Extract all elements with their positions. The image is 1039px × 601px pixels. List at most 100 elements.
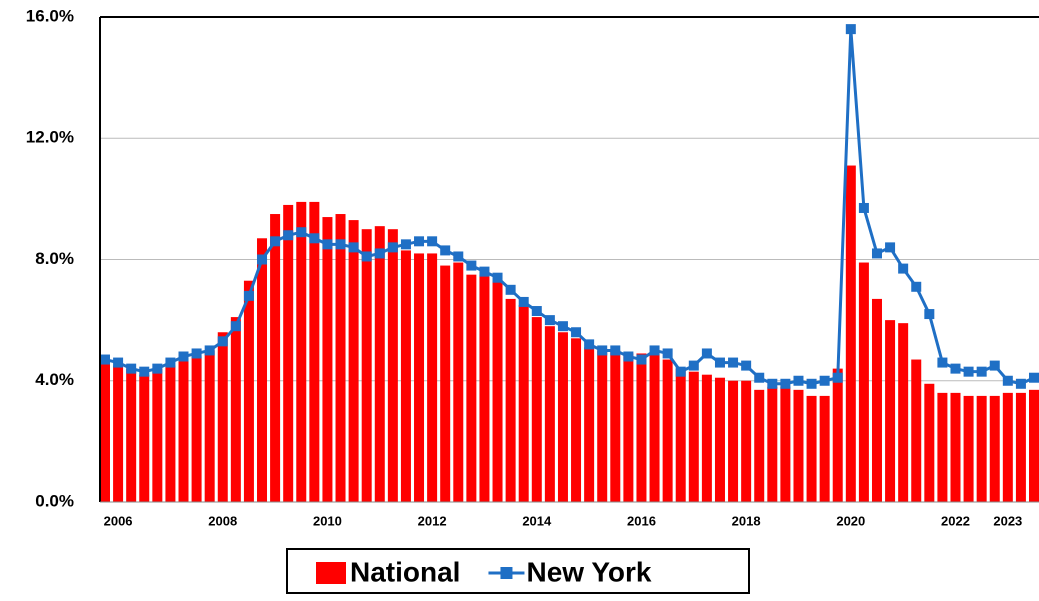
marker xyxy=(741,360,752,371)
marker xyxy=(688,360,699,371)
marker xyxy=(871,248,882,259)
bar xyxy=(963,395,974,502)
bar xyxy=(845,165,856,502)
marker xyxy=(767,378,778,389)
x-tick-label: 2006 xyxy=(104,513,133,528)
bar xyxy=(492,280,503,502)
bar xyxy=(348,220,359,502)
bar xyxy=(937,392,948,502)
marker xyxy=(1029,372,1039,383)
x-tick-label: 2020 xyxy=(836,513,865,528)
bar xyxy=(309,201,320,502)
bar xyxy=(518,304,529,502)
bar xyxy=(1029,389,1039,502)
marker xyxy=(1015,378,1026,389)
marker xyxy=(387,242,398,253)
bar xyxy=(427,253,438,502)
marker xyxy=(793,375,804,386)
bar xyxy=(819,395,830,502)
x-tick-label: 2010 xyxy=(313,513,342,528)
bar xyxy=(754,389,765,502)
legend-box xyxy=(286,548,750,594)
marker xyxy=(453,251,464,262)
bar xyxy=(662,359,673,502)
marker xyxy=(348,242,359,253)
marker xyxy=(819,375,830,386)
marker xyxy=(126,363,137,374)
marker xyxy=(662,348,673,359)
bar xyxy=(649,353,660,502)
marker xyxy=(885,242,896,253)
legend-label: National xyxy=(350,556,460,587)
marker xyxy=(911,281,922,292)
y-tick-label: 8.0% xyxy=(35,249,74,268)
x-tick-label: 2012 xyxy=(418,513,447,528)
bar xyxy=(139,374,150,502)
y-tick-label: 4.0% xyxy=(35,370,74,389)
marker xyxy=(832,372,843,383)
marker xyxy=(283,230,294,241)
marker xyxy=(584,339,595,350)
bar xyxy=(793,389,804,502)
marker xyxy=(963,366,974,377)
marker xyxy=(780,378,791,389)
y-tick-label: 0.0% xyxy=(35,491,74,510)
bar xyxy=(296,201,307,502)
marker xyxy=(806,378,817,389)
marker xyxy=(571,327,582,338)
marker xyxy=(1002,375,1013,386)
bar xyxy=(741,380,752,502)
bar xyxy=(636,353,647,502)
legend-label: New York xyxy=(526,556,651,587)
bar xyxy=(322,217,333,502)
x-tick-label: 2018 xyxy=(732,513,761,528)
marker xyxy=(335,239,346,250)
bar xyxy=(361,229,372,502)
marker xyxy=(531,306,542,317)
bar xyxy=(557,332,568,502)
marker xyxy=(374,248,385,259)
marker xyxy=(989,360,1000,371)
marker xyxy=(701,348,712,359)
marker xyxy=(414,236,425,247)
marker xyxy=(714,357,725,368)
marker xyxy=(505,284,516,295)
bar xyxy=(243,280,254,502)
bar xyxy=(728,380,739,502)
x-tick-label: 2014 xyxy=(522,513,552,528)
marker xyxy=(976,366,987,377)
marker xyxy=(858,202,869,213)
bar xyxy=(885,320,896,502)
marker xyxy=(217,336,228,347)
bar xyxy=(466,274,477,502)
bar xyxy=(832,368,843,502)
bar xyxy=(806,395,817,502)
marker xyxy=(191,348,202,359)
bar xyxy=(714,377,725,502)
marker xyxy=(728,357,739,368)
marker xyxy=(230,321,241,332)
x-tick-label: 2016 xyxy=(627,513,656,528)
bar xyxy=(335,214,346,502)
bar xyxy=(230,317,241,502)
bar xyxy=(780,386,791,502)
marker xyxy=(924,309,935,320)
marker xyxy=(479,266,490,277)
bar xyxy=(270,214,281,502)
bar xyxy=(898,323,909,502)
bar xyxy=(858,262,869,502)
bar xyxy=(505,298,516,502)
marker xyxy=(165,357,176,368)
y-tick-label: 12.0% xyxy=(26,128,74,147)
bar xyxy=(191,356,202,502)
marker xyxy=(270,236,281,247)
bar xyxy=(767,386,778,502)
bar xyxy=(204,350,215,502)
bar xyxy=(701,374,712,502)
marker xyxy=(204,345,215,356)
marker xyxy=(100,354,110,365)
legend-swatch xyxy=(316,562,346,584)
bar xyxy=(374,226,385,502)
marker xyxy=(898,263,909,274)
marker xyxy=(492,272,503,283)
